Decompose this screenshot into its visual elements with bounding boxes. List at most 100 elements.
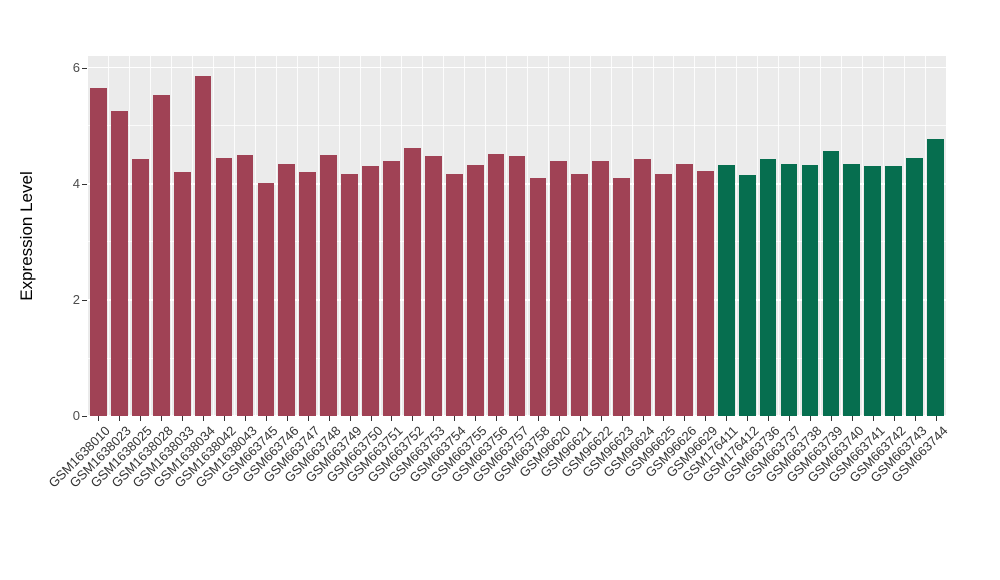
bar	[613, 177, 630, 416]
x-tick-mark	[265, 416, 267, 421]
bar	[487, 153, 505, 416]
x-tick-mark	[851, 416, 853, 421]
bar	[717, 165, 735, 416]
bar	[801, 165, 819, 416]
x-tick-mark	[412, 416, 414, 421]
gridline-vertical	[359, 56, 361, 416]
bar	[131, 159, 149, 416]
gridline-vertical	[924, 56, 926, 416]
bar	[278, 164, 296, 416]
bar	[215, 158, 233, 416]
x-tick-mark	[307, 416, 309, 421]
bar	[257, 182, 275, 416]
bar	[906, 157, 923, 416]
bar	[236, 154, 254, 416]
bar	[822, 150, 840, 416]
x-tick-mark	[475, 416, 477, 421]
bar	[383, 160, 400, 416]
gridline-vertical	[422, 56, 424, 416]
bar	[676, 164, 693, 416]
gridline-vertical	[631, 56, 633, 416]
gridline-vertical	[485, 56, 487, 416]
gridline-vertical	[840, 56, 842, 416]
gridline-vertical	[694, 56, 696, 416]
gridline-vertical	[443, 56, 445, 416]
x-tick-mark	[684, 416, 686, 421]
x-tick-mark	[872, 416, 874, 421]
gridline-vertical	[778, 56, 780, 416]
x-tick-mark	[349, 416, 351, 421]
bar	[424, 156, 442, 416]
x-tick-mark	[537, 416, 539, 421]
x-tick-mark	[830, 416, 832, 421]
x-tick-mark	[370, 416, 372, 421]
bar	[362, 166, 379, 416]
x-tick-mark	[789, 416, 791, 421]
x-tick-mark	[809, 416, 811, 421]
bar	[696, 170, 714, 416]
gridline-vertical	[673, 56, 675, 416]
gridline-vertical	[401, 56, 403, 416]
bar	[152, 95, 170, 416]
x-tick-mark	[224, 416, 226, 421]
bar	[843, 164, 861, 416]
gridline-vertical	[338, 56, 340, 416]
y-tick-label: 0	[72, 408, 80, 423]
x-tick-mark	[391, 416, 393, 421]
x-tick-mark	[914, 416, 916, 421]
gridline-vertical	[275, 56, 277, 416]
gridline-vertical	[757, 56, 759, 416]
gridline-vertical	[526, 56, 528, 416]
bar	[864, 166, 882, 416]
x-tick-mark	[726, 416, 728, 421]
x-tick-mark	[663, 416, 665, 421]
x-tick-mark	[747, 416, 749, 421]
x-tick-mark	[517, 416, 518, 421]
bar	[173, 172, 191, 416]
gridline-vertical	[254, 56, 256, 416]
x-tick-mark	[893, 416, 895, 421]
bar	[592, 160, 610, 416]
gridline-vertical	[506, 56, 508, 416]
bar	[299, 172, 317, 416]
gridline-vertical	[610, 56, 612, 416]
gridline-vertical	[882, 56, 884, 416]
x-tick-mark	[705, 416, 707, 421]
x-tick-mark	[454, 416, 456, 421]
gridline-vertical	[380, 56, 382, 416]
bar	[927, 139, 944, 416]
y-axis-title: Expression Level	[17, 171, 36, 301]
gridline-vertical	[861, 56, 863, 416]
bar	[738, 175, 756, 416]
bar	[655, 174, 672, 416]
plot-area	[88, 56, 946, 417]
x-tick-mark	[161, 416, 163, 421]
y-tick-mark	[82, 416, 87, 417]
y-tick-label: 2	[72, 291, 80, 307]
x-tick-mark	[579, 416, 581, 421]
gridline-vertical	[589, 56, 591, 416]
bar	[759, 159, 777, 416]
y-tick-label: 4	[72, 175, 80, 191]
y-tick-mark	[82, 67, 87, 69]
gridline-vertical	[568, 56, 570, 416]
x-tick-mark	[286, 416, 288, 421]
gridline-vertical	[819, 56, 821, 416]
gridline-vertical	[547, 56, 549, 416]
gridline-vertical	[652, 56, 654, 416]
bar	[403, 147, 421, 416]
x-tick-mark	[182, 416, 184, 421]
gridline-vertical	[171, 56, 173, 416]
bar	[90, 87, 107, 416]
bar	[529, 177, 547, 416]
bar	[194, 76, 212, 416]
x-tick-mark	[140, 416, 142, 421]
x-tick-mark	[768, 416, 770, 421]
bar	[341, 174, 358, 416]
gridline-vertical	[108, 56, 110, 416]
gridline-vertical	[317, 56, 319, 416]
bar	[320, 154, 338, 416]
bar	[550, 160, 568, 416]
bar	[466, 165, 484, 416]
